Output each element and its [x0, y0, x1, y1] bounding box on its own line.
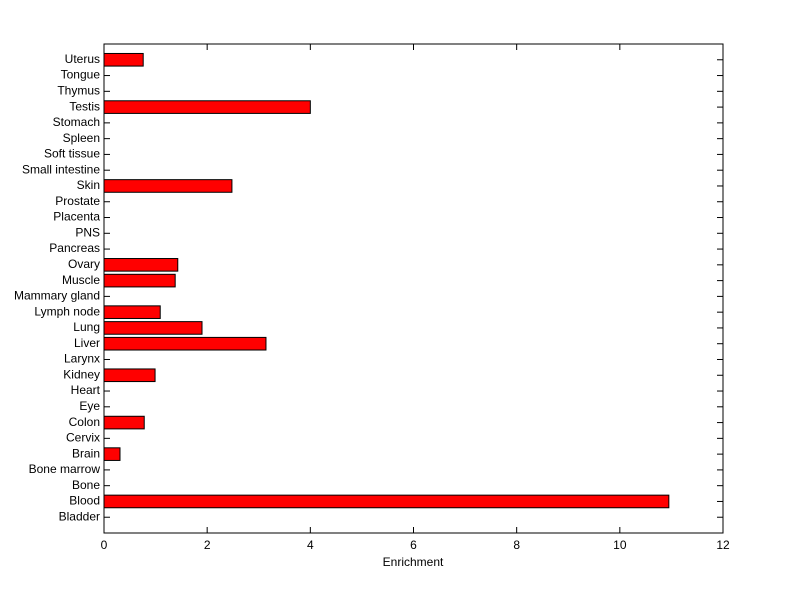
y-tick-label: Ovary	[68, 257, 100, 271]
bar	[103, 258, 179, 272]
y-tick-label: PNS	[75, 225, 100, 239]
y-tick-label: Soft tissue	[44, 147, 100, 161]
x-tick-label: 6	[410, 538, 417, 552]
y-tick-label: Cervix	[66, 431, 100, 445]
x-axis-label: Enrichment	[383, 555, 444, 569]
y-tick-label: Lung	[73, 320, 100, 334]
y-tick-label: Mammary gland	[14, 289, 100, 303]
x-tick-label: 10	[613, 538, 627, 552]
y-tick-label: Brain	[72, 446, 100, 460]
y-tick-label: Spleen	[63, 131, 100, 145]
y-tick-label: Bone marrow	[29, 462, 101, 476]
x-tick-label: 0	[101, 538, 108, 552]
bar	[103, 447, 121, 461]
y-tick-label: Eye	[79, 399, 100, 413]
bar	[103, 368, 156, 383]
y-tick-label: Pancreas	[49, 241, 100, 255]
y-tick-label: Uterus	[65, 52, 100, 66]
y-tick-label: Liver	[74, 336, 100, 350]
y-tick-label: Blood	[69, 494, 100, 508]
y-tick-label: Heart	[71, 383, 101, 397]
y-tick-label: Stomach	[53, 115, 100, 129]
y-tick-label: Muscle	[62, 273, 100, 287]
bar	[103, 52, 144, 67]
bar	[103, 273, 176, 288]
y-tick-label: Bladder	[59, 509, 100, 523]
bar	[103, 100, 311, 114]
y-tick-label: Tongue	[61, 68, 101, 82]
x-tick-label: 2	[204, 538, 211, 552]
bar	[103, 494, 670, 509]
bar	[103, 321, 203, 335]
y-tick-label: Colon	[69, 415, 100, 429]
y-tick-label: Thymus	[57, 83, 100, 97]
bar	[103, 336, 267, 351]
y-tick-label: Bone	[72, 478, 100, 492]
y-tick-label: Larynx	[64, 352, 100, 366]
y-tick-label: Placenta	[53, 210, 100, 224]
bar	[103, 179, 233, 193]
bar	[103, 415, 145, 430]
y-tick-label: Kidney	[63, 367, 100, 381]
y-tick-label: Testis	[69, 99, 100, 113]
x-tick-label: 12	[716, 538, 730, 552]
bar	[103, 305, 161, 319]
x-tick-label: 8	[513, 538, 520, 552]
x-tick-label: 4	[307, 538, 314, 552]
y-tick-label: Small intestine	[22, 162, 100, 176]
plot-frame	[103, 43, 724, 534]
y-tick-label: Skin	[77, 178, 100, 192]
y-tick-label: Prostate	[55, 194, 100, 208]
y-tick-label: Lymph node	[34, 304, 100, 318]
